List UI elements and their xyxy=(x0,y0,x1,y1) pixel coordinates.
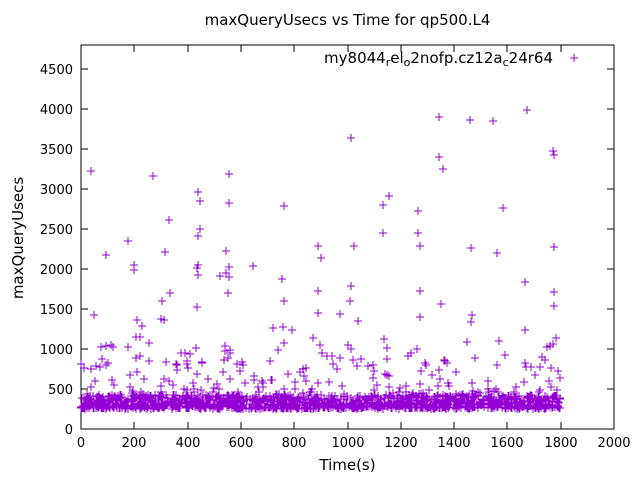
x-tick-label: 1000 xyxy=(331,436,364,451)
x-tick-label: 400 xyxy=(176,436,201,451)
y-tick-label: 500 xyxy=(48,383,73,398)
x-tick-label: 2000 xyxy=(597,436,630,451)
y-tick-label: 1000 xyxy=(40,343,73,358)
x-tick-label: 0 xyxy=(77,436,85,451)
x-axis-label: Time(s) xyxy=(319,456,376,474)
legend-label: my8044relo2nofp.cz12ac24r64 xyxy=(324,49,553,69)
legend-text-segment: 2nofp.cz12a xyxy=(410,49,503,67)
legend-text-segment: my8044 xyxy=(324,49,386,67)
x-tick-label: 800 xyxy=(282,436,307,451)
x-tick-label: 1200 xyxy=(384,436,417,451)
x-tick-label: 1600 xyxy=(490,436,523,451)
y-tick-label: 3500 xyxy=(40,143,73,158)
x-tick-label: 1400 xyxy=(437,436,470,451)
chart-title: maxQueryUsecs vs Time for qp500.L4 xyxy=(204,11,491,29)
data-points-band xyxy=(77,391,564,413)
y-axis-label: maxQueryUsecs xyxy=(9,176,27,300)
y-tick-label: 4500 xyxy=(40,63,73,78)
legend-text-segment: 24r64 xyxy=(508,49,553,67)
x-tick-label: 200 xyxy=(122,436,147,451)
x-tick-label: 600 xyxy=(229,436,254,451)
y-tick-label: 1500 xyxy=(40,303,73,318)
x-tick-label: 1800 xyxy=(544,436,577,451)
y-tick-label: 2000 xyxy=(40,263,73,278)
data-points-scatter xyxy=(83,355,564,399)
y-tick-label: 4000 xyxy=(40,103,73,118)
data-points-outliers xyxy=(77,106,560,373)
legend-marker-icon xyxy=(570,54,578,62)
y-tick-label: 3000 xyxy=(40,183,73,198)
legend-subscript: c xyxy=(502,56,509,69)
legend-subscript: o xyxy=(403,56,411,69)
plot-border xyxy=(80,44,615,430)
legend-subscript: r xyxy=(385,56,391,69)
y-tick-label: 2500 xyxy=(40,223,73,238)
legend-text-segment: el xyxy=(390,49,404,67)
y-tick-label: 0 xyxy=(65,423,73,438)
tick-marks xyxy=(80,45,615,430)
